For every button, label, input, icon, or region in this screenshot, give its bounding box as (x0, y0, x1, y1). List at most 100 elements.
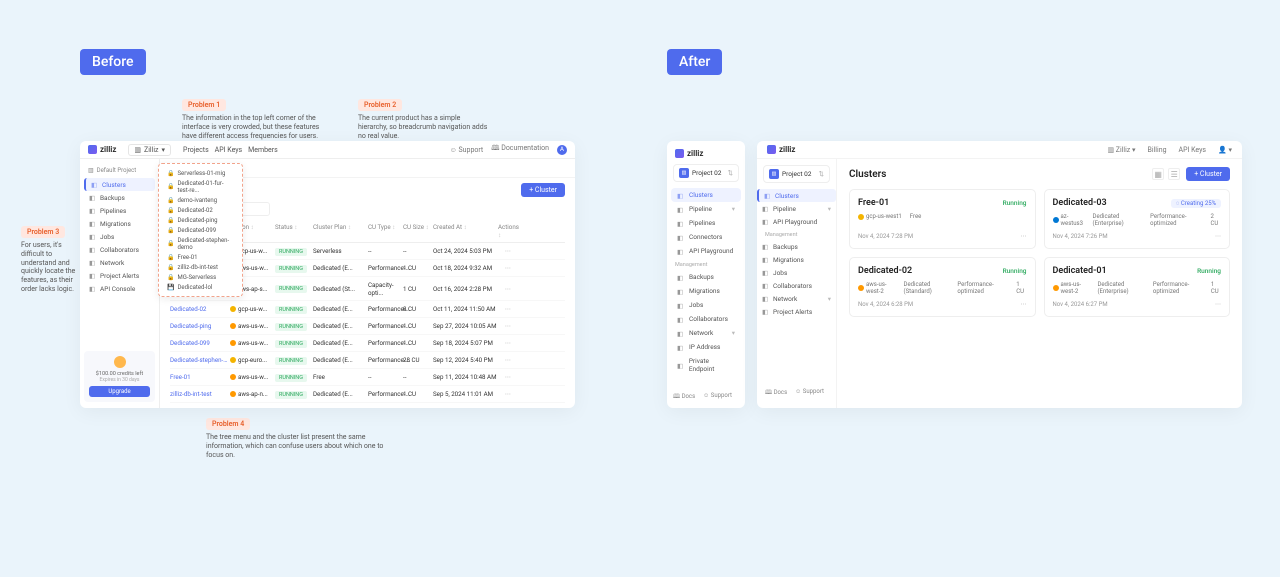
row-actions[interactable]: ⋯ (498, 247, 518, 255)
card-actions[interactable]: ⋯ (1021, 301, 1027, 308)
sidebar-item[interactable]: ◧Project Alerts (757, 305, 836, 318)
card-actions[interactable]: ⋯ (1215, 233, 1221, 240)
row-actions[interactable]: ⋯ (498, 339, 518, 347)
cell-name[interactable]: Dedicated-099 (170, 339, 230, 347)
table-row[interactable]: zilliz-db-int-test aws-ap-n... RUNNING D… (170, 386, 565, 403)
cluster-card[interactable]: Dedicated-02 Running aws-us-west-2 Dedic… (849, 257, 1036, 317)
sidebar-item[interactable]: ◧Network▾ (671, 326, 741, 340)
cluster-card[interactable]: Dedicated-03 ◌ Creating 25% az-westus3 D… (1044, 189, 1231, 249)
tree-item[interactable]: 🔒zilliz-db-int-test (159, 262, 242, 272)
org-selector[interactable]: ▥ Zilliz ▾ (128, 144, 171, 156)
project-selector[interactable]: ▥ Default Project (84, 165, 155, 176)
tree-item[interactable]: 💾Dedicated-lol (159, 282, 242, 292)
logo[interactable]: zilliz (88, 145, 116, 154)
col-header[interactable]: CU Size ↕ (403, 223, 433, 239)
nav-link[interactable]: API Keys (215, 146, 243, 154)
col-header[interactable]: CU Type ↕ (368, 223, 403, 239)
sidebar-item[interactable]: ◧Clusters (671, 188, 741, 202)
cell-name[interactable]: zilliz-db-int-test (170, 390, 230, 398)
row-actions[interactable]: ⋯ (498, 390, 518, 398)
table-row[interactable]: Dedicated-099 aws-us-w... RUNNING Dedica… (170, 335, 565, 352)
apikeys-link[interactable]: API Keys (1179, 146, 1207, 154)
sidebar-item[interactable]: ◧API Console (84, 282, 155, 295)
sidebar-item[interactable]: ◧Migrations (84, 217, 155, 230)
table-row[interactable]: Free-01 aws-us-w... RUNNING Free -- -- S… (170, 369, 565, 386)
sidebar-item[interactable]: ◧Pipelines (84, 204, 155, 217)
sidebar-item[interactable]: ◧Migrations (671, 284, 741, 298)
sidebar-item[interactable]: ◧Backups (671, 270, 741, 284)
tree-item[interactable]: 🔒Dedicated-stephen-demo (159, 235, 242, 252)
sidebar-item[interactable]: ◧Clusters (84, 178, 155, 191)
sidebar-item[interactable]: ◧Clusters (757, 189, 836, 202)
tree-item[interactable]: 🔒MG-Serverless (159, 272, 242, 282)
table-row[interactable]: Dedicated-02 gcp-us-w... RUNNING Dedicat… (170, 301, 565, 318)
row-actions[interactable]: ⋯ (498, 305, 518, 313)
sidebar-item[interactable]: ◧Backups (757, 240, 836, 253)
cell-name[interactable]: Dedicated-ping (170, 322, 230, 330)
row-actions[interactable]: ⋯ (498, 322, 518, 330)
sidebar-item[interactable]: ◧Backups (84, 191, 155, 204)
sidebar-item[interactable]: ◧Network (84, 256, 155, 269)
sidebar-item[interactable]: ◧IP Address (671, 340, 741, 354)
cell-name[interactable]: Dedicated-02 (170, 305, 230, 313)
tree-item[interactable]: 🔒Free-01 (159, 252, 242, 262)
sidebar-item[interactable]: ◧Network▾ (757, 292, 836, 305)
tree-item[interactable]: 🔒demo-ivanteng (159, 195, 242, 205)
row-actions[interactable]: ⋯ (498, 407, 518, 408)
sidebar-item[interactable]: ◧Pipelines (671, 216, 741, 230)
billing-link[interactable]: Billing (1148, 146, 1167, 154)
org-menu[interactable]: ▥ Zilliz ▾ (1107, 146, 1135, 154)
logo[interactable]: zilliz (767, 145, 795, 154)
sidebar-item[interactable]: ◧Jobs (671, 298, 741, 312)
cluster-card[interactable]: Dedicated-01 Running aws-us-west-2 Dedic… (1044, 257, 1231, 317)
sidebar-item[interactable]: ◧Collaborators (671, 312, 741, 326)
sidebar-item[interactable]: ◧Jobs (84, 230, 155, 243)
table-row[interactable]: MG-Serverless aws-us-w... RUNNING Server… (170, 403, 565, 408)
col-header[interactable]: Created At ↕ (433, 223, 498, 239)
sidebar-item[interactable]: ◧Pipeline▾ (757, 202, 836, 215)
sidebar-item[interactable]: ◧Collaborators (84, 243, 155, 256)
support-link[interactable]: ☺ Support (703, 392, 732, 402)
tree-item[interactable]: 🔒Dedicated-01-fur-test-re... (159, 178, 242, 195)
tree-item[interactable]: 🔒Dedicated-ping (159, 215, 242, 225)
list-view-button[interactable]: ☰ (1168, 168, 1180, 180)
tree-item[interactable]: 🔒Dedicated-099 (159, 225, 242, 235)
user-menu[interactable]: 👤 ▾ (1218, 146, 1232, 154)
col-header[interactable]: Status ↕ (275, 223, 313, 239)
grid-view-button[interactable]: ▦ (1152, 168, 1164, 180)
project-selector[interactable]: ▥Project 02⇅ (673, 164, 739, 182)
row-actions[interactable]: ⋯ (498, 285, 518, 293)
table-row[interactable]: Dedicated-ping aws-us-w... RUNNING Dedic… (170, 318, 565, 335)
sidebar-item[interactable]: ◧Collaborators (757, 279, 836, 292)
cluster-card[interactable]: Free-01 Running gcp-us-west1 Free Nov 4,… (849, 189, 1036, 249)
tree-item[interactable]: 🔒Dedicated-02 (159, 205, 242, 215)
sidebar-item[interactable]: ◧API Playground (671, 244, 741, 258)
card-actions[interactable]: ⋯ (1215, 301, 1221, 308)
col-header[interactable]: Actions ↕ (498, 223, 518, 239)
row-actions[interactable]: ⋯ (498, 264, 518, 272)
docs-link[interactable]: 🕮 Documentation (491, 144, 549, 155)
sidebar-item[interactable]: ◧Private Endpoint (671, 354, 741, 376)
nav-link[interactable]: Projects (183, 146, 209, 154)
avatar[interactable]: A (557, 145, 567, 155)
docs-link[interactable]: 🕮 Docs (765, 388, 787, 398)
sidebar-item[interactable]: ◧Project Alerts (84, 269, 155, 282)
col-header[interactable]: Cluster Plan ↕ (313, 223, 368, 239)
row-actions[interactable]: ⋯ (498, 356, 518, 364)
tree-item[interactable]: 🔒Serverless-01-mig (159, 168, 242, 178)
sidebar-item[interactable]: ◧Pipeline▾ (671, 202, 741, 216)
sidebar-item[interactable]: ◧Jobs (757, 266, 836, 279)
upgrade-button[interactable]: Upgrade (89, 386, 150, 397)
cell-name[interactable]: Free-01 (170, 373, 230, 381)
docs-link[interactable]: 🕮 Docs (673, 392, 695, 402)
sidebar-item[interactable]: ◧Migrations (757, 253, 836, 266)
table-row[interactable]: Dedicated-stephen-d... gcp-euro... RUNNI… (170, 352, 565, 369)
new-cluster-button[interactable]: + Cluster (1186, 167, 1230, 181)
nav-link[interactable]: Members (248, 146, 278, 154)
row-actions[interactable]: ⋯ (498, 373, 518, 381)
project-selector[interactable]: ▥Project 02⇅ (763, 165, 830, 183)
sidebar-item[interactable]: ◧Connectors (671, 230, 741, 244)
support-link[interactable]: ☺ Support (450, 146, 484, 154)
sidebar-item[interactable]: ◧API Playground (757, 215, 836, 228)
logo[interactable]: zilliz (667, 147, 745, 164)
